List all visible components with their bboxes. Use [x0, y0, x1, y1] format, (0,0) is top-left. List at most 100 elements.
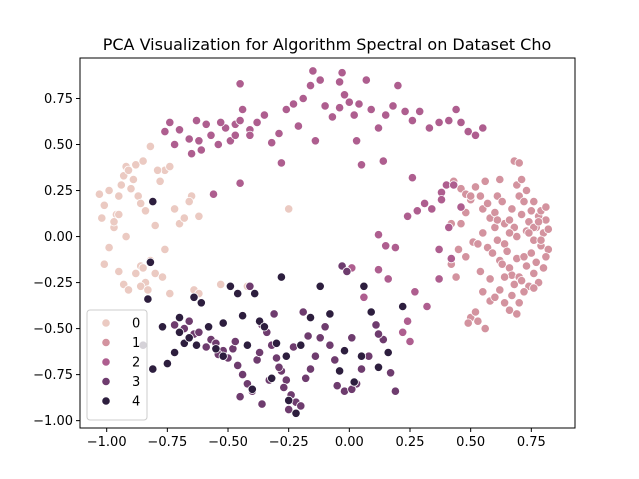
data-point-cluster-1: [478, 287, 488, 297]
data-point-cluster-1: [485, 274, 495, 284]
data-point-cluster-3: [274, 362, 284, 372]
data-point-cluster-2: [216, 117, 226, 128]
data-point-cluster-2: [381, 110, 391, 120]
data-point-cluster-4: [334, 366, 345, 376]
data-point-cluster-3: [310, 351, 320, 361]
data-point-cluster-0: [121, 232, 131, 242]
data-point-cluster-2: [407, 173, 417, 183]
data-point-cluster-4: [325, 309, 335, 319]
data-point-cluster-2: [259, 110, 269, 120]
data-point-cluster-4: [238, 311, 248, 321]
data-point-cluster-0: [128, 174, 138, 185]
data-point-cluster-1: [470, 307, 481, 317]
data-point-cluster-1: [475, 266, 485, 277]
data-point-cluster-1: [473, 239, 483, 249]
data-point-cluster-1: [512, 309, 522, 319]
data-point-cluster-4: [284, 395, 294, 405]
data-point-cluster-2: [235, 79, 245, 89]
data-point-cluster-4: [196, 298, 206, 308]
x-tick-label: −1.00: [87, 435, 127, 450]
y-tick-label: 0.50: [44, 138, 73, 153]
data-point-cluster-2: [298, 93, 308, 104]
data-point-cluster-1: [461, 252, 471, 262]
x-tick-label: −0.25: [269, 435, 309, 450]
data-point-cluster-2: [434, 244, 444, 254]
data-point-cluster-4: [383, 347, 393, 358]
data-point-cluster-4: [157, 322, 168, 332]
data-point-cluster-0: [114, 266, 124, 277]
data-point-cluster-0: [104, 185, 114, 196]
legend-marker-0: [101, 318, 111, 328]
data-point-cluster-4: [366, 307, 376, 317]
data-point-cluster-4: [373, 362, 384, 372]
data-point-cluster-4: [143, 294, 153, 304]
data-point-cluster-4: [218, 351, 228, 361]
data-point-cluster-1: [470, 182, 481, 192]
data-point-cluster-2: [388, 101, 398, 111]
data-point-cluster-1: [475, 191, 485, 201]
data-point-cluster-2: [400, 106, 410, 117]
data-point-cluster-0: [97, 213, 107, 223]
data-point-cluster-0: [138, 263, 148, 273]
x-tick-label: 0.00: [335, 435, 364, 450]
data-point-cluster-2: [434, 274, 444, 284]
data-point-cluster-0: [114, 191, 124, 201]
legend-marker-4: [101, 396, 111, 406]
data-point-cluster-2: [305, 81, 316, 91]
data-point-cluster-2: [245, 130, 255, 140]
data-point-cluster-1: [531, 257, 541, 267]
data-point-cluster-3: [320, 322, 330, 332]
legend-label-4: 4: [132, 395, 140, 410]
data-point-cluster-0: [179, 213, 189, 223]
data-point-cluster-2: [288, 99, 299, 109]
data-point-cluster-3: [284, 404, 294, 415]
data-point-cluster-2: [184, 134, 194, 144]
data-point-cluster-0: [157, 272, 168, 282]
data-point-cluster-3: [315, 333, 325, 343]
points-layer: [94, 66, 553, 418]
data-point-cluster-2: [252, 117, 262, 128]
data-point-cluster-0: [94, 189, 105, 199]
data-point-cluster-2: [160, 127, 170, 137]
data-point-cluster-2: [463, 127, 473, 137]
data-point-cluster-2: [334, 103, 345, 113]
x-tick-label: −0.50: [208, 435, 248, 450]
data-point-cluster-3: [201, 342, 211, 352]
data-point-cluster-2: [187, 149, 197, 159]
data-point-cluster-1: [482, 198, 493, 208]
data-point-cluster-1: [504, 228, 515, 238]
data-point-cluster-2: [373, 230, 384, 240]
legend-marker-3: [101, 376, 111, 387]
data-point-cluster-1: [526, 248, 536, 258]
data-point-cluster-1: [480, 176, 490, 186]
data-point-cluster-2: [381, 241, 391, 251]
data-point-cluster-3: [342, 266, 352, 277]
data-point-cluster-4: [339, 346, 350, 356]
data-point-cluster-1: [497, 197, 507, 207]
data-point-cluster-4: [204, 322, 214, 332]
data-point-cluster-1: [521, 185, 532, 196]
data-point-cluster-1: [504, 215, 515, 225]
legend: 0 1 2 3 4: [86, 309, 148, 421]
data-point-cluster-1: [524, 228, 534, 238]
data-point-cluster-1: [519, 197, 529, 207]
data-point-cluster-3: [296, 401, 306, 411]
data-point-cluster-0: [150, 268, 160, 278]
data-point-cluster-3: [170, 320, 180, 330]
data-point-cluster-0: [123, 285, 134, 295]
data-point-cluster-0: [153, 165, 163, 175]
data-point-cluster-4: [189, 292, 199, 302]
data-point-cluster-2: [434, 117, 444, 128]
data-point-cluster-3: [269, 309, 279, 319]
data-point-cluster-2: [196, 145, 206, 155]
y-tick-label: −0.50: [33, 322, 73, 337]
data-point-cluster-2: [235, 116, 245, 126]
data-point-cluster-1: [516, 276, 527, 286]
data-point-cluster-2: [456, 202, 466, 212]
data-point-cluster-2: [339, 90, 350, 100]
data-point-cluster-1: [456, 219, 466, 229]
data-point-cluster-0: [99, 259, 109, 269]
legend-box: [86, 309, 148, 421]
data-point-cluster-4: [247, 384, 257, 394]
data-point-cluster-3: [230, 336, 240, 347]
